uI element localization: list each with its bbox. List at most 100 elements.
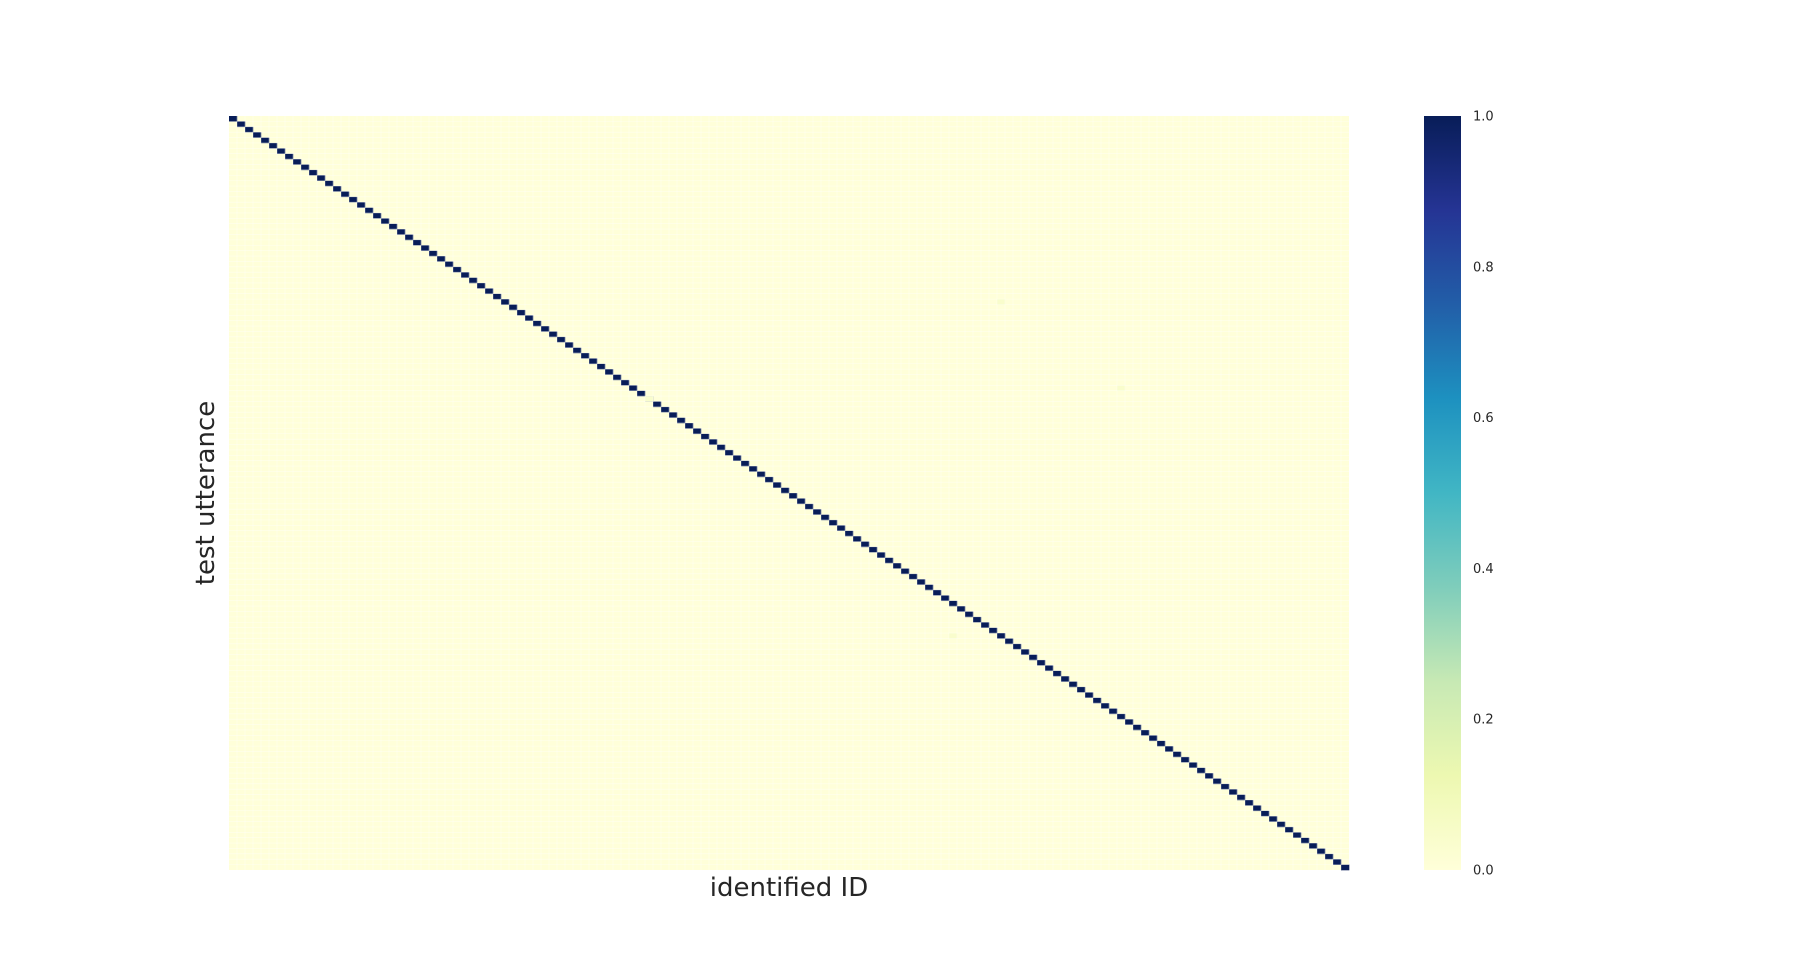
heatmap-cell-diagonal xyxy=(293,159,302,165)
heatmap-cell-diagonal xyxy=(453,266,462,273)
heatmap-cell-diagonal xyxy=(285,153,294,160)
heatmap-cell-diagonal xyxy=(925,584,934,591)
heatmap-cell-diagonal xyxy=(1221,783,1230,790)
heatmap-cell-diagonal xyxy=(941,595,950,602)
colorbar-tick-label: 0.4 xyxy=(1473,562,1494,577)
heatmap-cell-diagonal xyxy=(949,600,958,607)
heatmap-cell-diagonal xyxy=(893,563,902,569)
heatmap-cell-diagonal xyxy=(749,466,758,472)
heatmap-cell-offdiag xyxy=(1117,385,1126,391)
heatmap-cell-diagonal xyxy=(1245,799,1254,806)
heatmap-cell-diagonal xyxy=(1341,864,1350,871)
heatmap-cell-diagonal xyxy=(1117,713,1126,720)
colorbar-tick-label: 1.0 xyxy=(1473,110,1494,125)
heatmap-cell-diagonal xyxy=(1069,681,1078,688)
heatmap-cell-diagonal xyxy=(1029,654,1038,661)
heatmap-cell-offdiag xyxy=(997,299,1006,305)
heatmap-cell-diagonal xyxy=(413,239,422,246)
heatmap-cell-diagonal xyxy=(405,234,414,241)
heatmap-cell-diagonal xyxy=(1229,789,1238,795)
heatmap-cell-diagonal xyxy=(485,288,494,295)
heatmap-cell-diagonal xyxy=(869,546,878,553)
heatmap-cell-diagonal xyxy=(381,218,390,225)
heatmap-cell-diagonal xyxy=(365,207,374,214)
heatmap-cell-diagonal xyxy=(1293,832,1302,838)
heatmap-cell-diagonal xyxy=(1285,826,1294,833)
colorbar-tick-label: 0.2 xyxy=(1473,713,1494,728)
heatmap-cell-diagonal xyxy=(621,379,630,386)
heatmap-cell-diagonal xyxy=(1045,665,1054,672)
heatmap-cell-diagonal xyxy=(1125,719,1134,725)
heatmap-cell-diagonal xyxy=(773,482,782,488)
colorbar xyxy=(1424,116,1461,870)
x-axis-label: identified ID xyxy=(710,873,868,903)
heatmap-cell-diagonal xyxy=(933,589,942,596)
heatmap-cell-offdiag xyxy=(949,633,958,639)
heatmap-cell-diagonal xyxy=(357,202,366,208)
heatmap-cell-diagonal xyxy=(573,347,582,354)
heatmap-cell-diagonal xyxy=(1277,821,1286,828)
heatmap-cell-diagonal xyxy=(589,358,598,365)
heatmap-cell-diagonal xyxy=(229,116,238,122)
heatmap-cell-diagonal xyxy=(797,498,806,505)
heatmap-cell-diagonal xyxy=(1005,638,1014,645)
heatmap-cell-diagonal xyxy=(661,406,670,413)
heatmap-cell-diagonal xyxy=(253,132,262,138)
heatmap-cell-diagonal xyxy=(1149,735,1158,742)
heatmap-cell-diagonal xyxy=(757,471,766,478)
heatmap-cell-diagonal xyxy=(533,320,542,327)
heatmap-cell-diagonal xyxy=(1037,659,1046,666)
heatmap-cell-diagonal xyxy=(837,525,846,531)
heatmap-cell-diagonal xyxy=(1021,649,1030,655)
colorbar-tick-label: 0.0 xyxy=(1473,864,1494,879)
heatmap-cell-diagonal xyxy=(1261,810,1270,817)
heatmap-cell-diagonal xyxy=(1269,816,1278,822)
heatmap-cell-diagonal xyxy=(421,245,430,251)
heatmap-cell-diagonal xyxy=(829,519,838,526)
heatmap-cell-diagonal xyxy=(501,299,510,305)
heatmap-cell-diagonal xyxy=(789,493,798,499)
heatmap-cell-diagonal xyxy=(853,536,862,542)
heatmap-cell-diagonal xyxy=(517,309,526,316)
heatmap-cell-diagonal xyxy=(885,557,894,564)
heatmap-cell-diagonal xyxy=(389,223,398,230)
heatmap-cell-diagonal xyxy=(557,336,566,343)
heatmap-cell-diagonal xyxy=(1173,751,1182,758)
heatmap-cell-diagonal xyxy=(1181,756,1190,763)
heatmap-cell-diagonal xyxy=(429,250,438,257)
heatmap-cell-diagonal xyxy=(1053,670,1062,677)
heatmap-cell-diagonal xyxy=(341,191,350,198)
heatmap-cell-diagonal xyxy=(1157,740,1166,747)
heatmap-cell-diagonal xyxy=(1213,778,1222,785)
heatmap-cell-diagonal xyxy=(805,503,814,510)
heatmap-cell-diagonal xyxy=(1189,762,1198,768)
heatmap-cell-diagonal xyxy=(1101,703,1110,709)
heatmap-cell-diagonal xyxy=(261,137,270,144)
heatmap-cell-diagonal xyxy=(525,315,534,321)
heatmap-cell-diagonal xyxy=(989,627,998,634)
heatmap-cell-diagonal xyxy=(237,121,246,128)
heatmap-cell-diagonal xyxy=(1109,708,1118,715)
heatmap-cell-diagonal xyxy=(741,460,750,467)
heatmap-cell-offdiag xyxy=(645,396,654,402)
heatmap-cell-diagonal xyxy=(605,369,614,375)
heatmap-grid xyxy=(229,116,1349,870)
heatmap-cell-diagonal xyxy=(445,261,454,268)
heatmap-cell-diagonal xyxy=(373,212,382,219)
heatmap-cell-diagonal xyxy=(629,385,638,391)
heatmap-cell-diagonal xyxy=(1013,643,1022,650)
heatmap-cell-diagonal xyxy=(1093,697,1102,704)
heatmap-cell-diagonal xyxy=(325,180,334,187)
heatmap-cell-diagonal xyxy=(461,272,470,278)
heatmap-cell-diagonal xyxy=(1141,729,1150,736)
heatmap-cell-diagonal xyxy=(1165,746,1174,752)
heatmap-cell-diagonal xyxy=(1309,843,1318,849)
heatmap-cell-diagonal xyxy=(909,573,918,580)
heatmap-cell-diagonal xyxy=(493,293,502,300)
heatmap-cell-diagonal xyxy=(685,422,694,429)
heatmap-cell-diagonal xyxy=(701,433,710,440)
heatmap-cell-diagonal xyxy=(981,622,990,628)
heatmap-cell-diagonal xyxy=(901,568,910,575)
heatmap-cell-diagonal xyxy=(677,417,686,424)
heatmap-cell-diagonal xyxy=(277,148,286,154)
